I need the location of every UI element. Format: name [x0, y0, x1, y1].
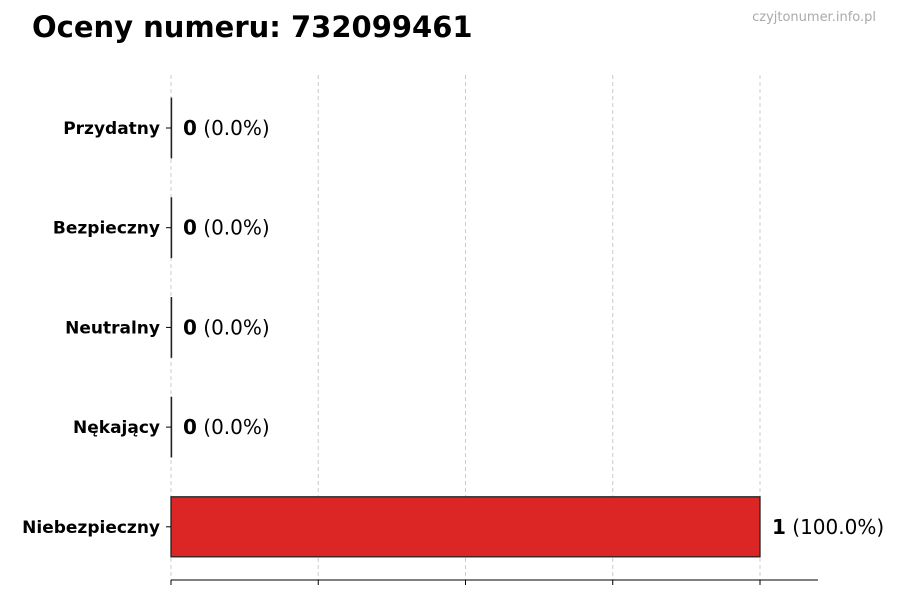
data-label-percent: (0.0%): [197, 216, 270, 240]
data-label-percent: (100.0%): [786, 515, 884, 539]
data-label: 1 (100.0%): [772, 515, 884, 539]
data-label-percent: (0.0%): [197, 415, 270, 439]
data-label: 0 (0.0%): [183, 415, 270, 439]
bar: [170, 496, 761, 558]
data-label: 0 (0.0%): [183, 116, 270, 140]
watermark: czyjtonumer.info.pl: [752, 10, 876, 25]
data-label-value: 0: [183, 315, 197, 339]
y-tick-label: Bezpieczny: [53, 219, 160, 239]
data-label-percent: (0.0%): [197, 116, 270, 140]
data-label-percent: (0.0%): [197, 315, 270, 339]
data-label: 0 (0.0%): [183, 216, 270, 240]
data-label-value: 0: [183, 415, 197, 439]
y-tick-label: Neutralny: [65, 318, 160, 338]
chart-title: Oceny numeru: 732099461: [32, 10, 473, 44]
y-tick-label: Niebezpieczny: [22, 518, 160, 538]
data-label: 0 (0.0%): [183, 315, 270, 339]
data-label-value: 0: [183, 216, 197, 240]
bar: [170, 296, 173, 358]
bar: [170, 396, 173, 458]
y-tick-label: Nękający: [73, 418, 160, 438]
data-label-value: 0: [183, 116, 197, 140]
data-label-value: 1: [772, 515, 786, 539]
y-tick-label: Przydatny: [63, 119, 160, 139]
bar: [170, 97, 173, 159]
bar: [170, 197, 173, 259]
